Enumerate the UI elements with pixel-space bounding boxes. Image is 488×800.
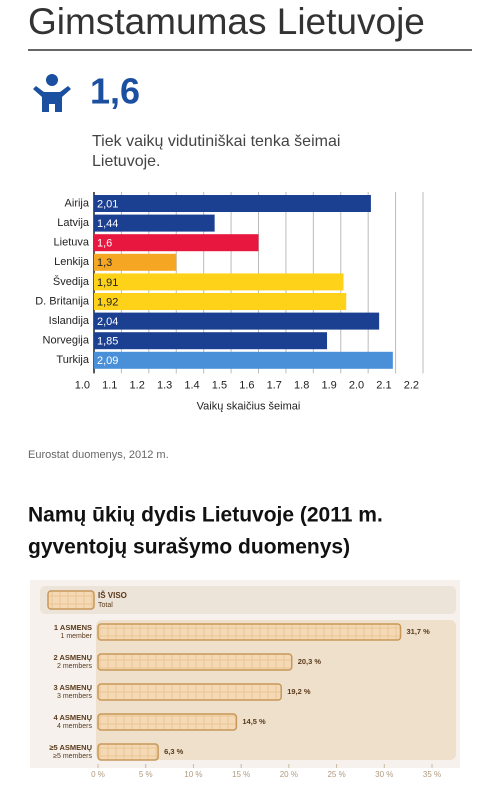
value-label: 2,04: [97, 316, 118, 328]
x-axis-label: Vaikų skaičius šeimai: [197, 400, 301, 412]
bar: [97, 623, 402, 641]
bar: [97, 683, 282, 701]
y-tick-label: ≥5 members: [53, 753, 92, 760]
bar: [94, 351, 393, 369]
legend-swatch: [47, 590, 95, 610]
x-tick-label: 1.7: [267, 379, 282, 391]
y-tick-label: 1 ASMENS: [54, 623, 92, 632]
y-tick-label: ≥5 ASMENŲ: [49, 743, 92, 752]
y-tick-label: 2 ASMENŲ: [54, 653, 92, 662]
bar: [94, 312, 380, 330]
stat-value: 1,6: [90, 71, 140, 112]
bar: [97, 653, 293, 671]
person-icon: [33, 74, 71, 112]
x-tick-label: 1.4: [184, 379, 199, 391]
y-tick-label: Norvegija: [43, 335, 90, 347]
y-tick-label: 3 ASMENŲ: [54, 683, 92, 692]
x-tick-label: 2.0: [349, 379, 364, 391]
x-tick-label: 25 %: [327, 770, 345, 779]
bar: [97, 743, 159, 761]
value-label: 1,3: [97, 257, 112, 269]
x-tick-label: 1.2: [130, 379, 145, 391]
y-tick-label: Lietuva: [54, 237, 90, 249]
x-tick-label: 20 %: [280, 770, 298, 779]
bar: [97, 713, 238, 731]
bar: [94, 234, 259, 252]
value-label: 2,09: [97, 355, 118, 367]
value-label: 2,01: [97, 198, 118, 210]
y-tick-label: D. Britanija: [35, 295, 90, 307]
x-tick-label: 1.6: [239, 379, 254, 391]
y-tick-label: 4 ASMENŲ: [54, 713, 92, 722]
x-tick-label: 30 %: [375, 770, 393, 779]
x-tick-label: 1.0: [75, 379, 90, 391]
bar: [94, 332, 328, 350]
y-tick-label: Turkija: [56, 354, 89, 366]
y-tick-label: Švedija: [53, 275, 90, 288]
value-label: 1,6: [97, 238, 112, 250]
y-tick-label: 2 members: [57, 663, 93, 670]
x-tick-label: 1.1: [102, 379, 117, 391]
legend-panel: [40, 586, 456, 614]
source-note: Eurostat duomenys, 2012 m.: [28, 449, 169, 461]
value-label: 1,85: [97, 336, 118, 348]
y-tick-label: Islandija: [49, 315, 90, 327]
x-tick-label: 1.8: [294, 379, 309, 391]
bar: [94, 273, 344, 291]
y-tick-label: Latvija: [57, 217, 90, 229]
x-tick-label: 5 %: [139, 770, 153, 779]
value-label: 1,44: [97, 218, 118, 230]
value-label: 1,92: [97, 296, 118, 308]
x-tick-label: 0 %: [91, 770, 105, 779]
y-tick-label: 4 members: [57, 723, 93, 730]
value-label: 20,3 %: [298, 657, 322, 666]
y-tick-label: 1 member: [60, 633, 92, 640]
stat-caption: Lietuvoje.: [92, 153, 161, 170]
x-tick-label: 1.3: [157, 379, 172, 391]
x-tick-label: 15 %: [232, 770, 250, 779]
x-tick-label: 2.2: [404, 379, 419, 391]
x-tick-label: 35 %: [423, 770, 441, 779]
y-tick-label: Lenkija: [54, 256, 90, 268]
legend-label: IŠ VISO: [98, 591, 127, 600]
value-label: 14,5 %: [242, 717, 266, 726]
legend-label: Total: [98, 602, 113, 609]
bar: [94, 293, 347, 310]
bar: [94, 253, 177, 271]
value-label: 6,3 %: [164, 747, 184, 756]
y-tick-label: 3 members: [57, 693, 93, 700]
value-label: 1,91: [97, 277, 118, 289]
stat-caption: Tiek vaikų vidutiniškai tenka šeimai: [92, 133, 340, 150]
page-title: Gimstamumas Lietuvoje: [28, 1, 425, 42]
value-label: 31,7 %: [407, 627, 431, 636]
y-tick-label: Airija: [65, 197, 90, 209]
value-label: 19,2 %: [287, 687, 311, 696]
section-title: gyventojų surašymo duomenys): [28, 536, 350, 559]
x-tick-label: 2.1: [376, 379, 391, 391]
x-tick-label: 10 %: [184, 770, 202, 779]
x-tick-label: 1.9: [321, 379, 336, 391]
x-tick-label: 1.5: [212, 379, 227, 391]
section-title: Namų ūkių dydis Lietuvoje (2011 m.: [28, 504, 383, 527]
bar: [94, 214, 215, 232]
bar: [94, 195, 371, 212]
